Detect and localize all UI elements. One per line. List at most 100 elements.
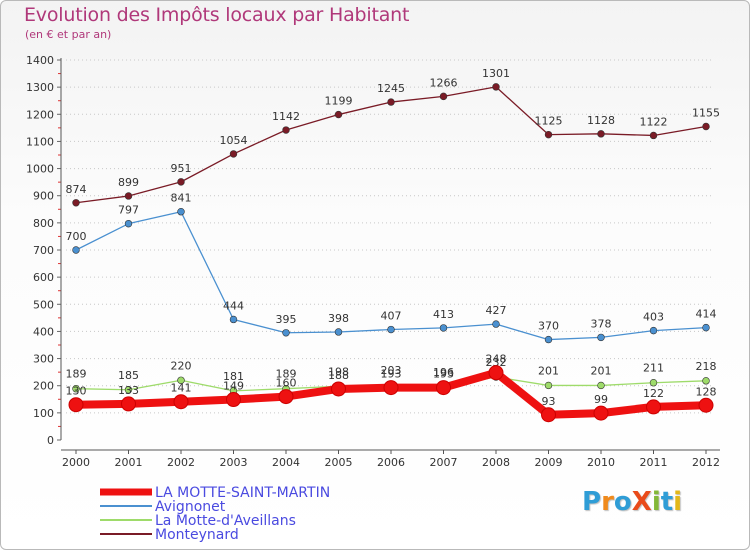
data-label: 188 [328, 369, 349, 382]
data-label: 951 [171, 162, 192, 175]
y-tick-label: 1400 [26, 54, 54, 67]
data-label: 444 [223, 299, 244, 312]
data-point [387, 98, 395, 106]
data-label: 1054 [220, 134, 248, 147]
logo-letter: t [660, 487, 674, 517]
data-point [383, 380, 399, 396]
y-tick-label: 700 [33, 244, 54, 257]
data-point [649, 326, 658, 335]
data-point [334, 110, 343, 119]
x-tick-label: 2004 [272, 456, 300, 469]
data-label: 899 [118, 176, 139, 189]
logo-letter: i [673, 487, 683, 517]
data-point [593, 405, 609, 421]
data-label: 220 [171, 359, 192, 372]
x-tick-label: 2007 [430, 456, 458, 469]
data-label: 193 [381, 368, 402, 381]
x-tick-label: 2000 [62, 456, 90, 469]
data-label: 1266 [430, 76, 458, 89]
data-label: 370 [538, 320, 559, 333]
y-tick-label: 200 [33, 380, 54, 393]
data-point [229, 315, 238, 324]
data-point [597, 333, 605, 342]
data-label: 407 [381, 310, 402, 323]
data-point [646, 399, 661, 415]
data-point [387, 325, 395, 334]
x-tick-label: 2008 [482, 456, 510, 469]
x-tick-label: 2006 [377, 456, 405, 469]
chart-subtitle: (en € et par an) [25, 28, 112, 41]
data-label: 378 [591, 317, 612, 330]
data-label: 413 [433, 308, 454, 321]
data-label: 189 [276, 368, 297, 381]
logo-letter: r [601, 487, 614, 517]
data-label: 1155 [692, 107, 720, 120]
data-label: 1142 [272, 110, 300, 123]
data-label: 198 [328, 365, 349, 378]
y-tick-label: 300 [33, 353, 54, 366]
data-label: 133 [118, 384, 139, 397]
data-point [597, 130, 605, 138]
data-label: 1122 [640, 115, 668, 128]
data-label: 196 [433, 366, 454, 379]
data-point [334, 328, 343, 336]
data-label: 403 [643, 311, 664, 324]
data-label: 414 [696, 308, 717, 321]
data-label: 203 [381, 364, 402, 377]
data-label: 1301 [482, 67, 510, 80]
data-point [278, 389, 294, 405]
y-tick-label: 800 [33, 217, 54, 230]
data-point [544, 381, 553, 390]
logo-letter: o [613, 487, 632, 517]
y-tick-label: 400 [33, 325, 54, 338]
data-label: 398 [328, 312, 349, 325]
data-label: 149 [223, 380, 244, 393]
data-point [124, 219, 133, 228]
data-point [544, 335, 553, 344]
data-point [68, 397, 84, 413]
x-tick-label: 2010 [587, 456, 615, 469]
data-label: 395 [276, 313, 297, 326]
data-point [702, 323, 710, 332]
data-label: 1128 [587, 114, 615, 127]
data-label: 232 [486, 356, 507, 369]
data-point [541, 407, 556, 423]
data-point [439, 324, 448, 332]
data-point [649, 379, 658, 387]
data-point [282, 126, 290, 134]
data-label: 185 [118, 369, 139, 382]
y-tick-label: 1200 [26, 108, 54, 121]
data-label: 1199 [325, 95, 353, 108]
data-label: 160 [276, 377, 297, 390]
x-tick-label: 2005 [325, 456, 353, 469]
chart-title: Evolution des Impôts locaux par Habitant [24, 4, 410, 26]
data-point [229, 150, 238, 158]
logo-letter: P [582, 487, 602, 517]
y-tick-label: 1300 [26, 81, 54, 94]
data-point [492, 320, 500, 328]
x-tick-label: 2003 [220, 456, 248, 469]
data-point [436, 380, 451, 396]
data-point [488, 365, 504, 381]
x-tick-label: 2002 [167, 456, 195, 469]
data-label: 874 [66, 183, 87, 196]
data-label: 1245 [377, 82, 405, 95]
y-tick-label: 1000 [26, 163, 54, 176]
data-label: 201 [591, 364, 612, 377]
legend-label: LA MOTTE-SAINT-MARTIN [155, 485, 330, 501]
legend-label: Monteynard [155, 527, 239, 543]
y-tick-label: 0 [47, 434, 54, 447]
data-point [282, 329, 290, 337]
legend-label: La Motte-d'Aveillans [155, 513, 296, 529]
data-label: 1125 [535, 115, 563, 128]
data-point [698, 397, 714, 413]
data-point [177, 376, 185, 384]
data-label: 841 [171, 192, 192, 205]
data-point [439, 92, 448, 101]
data-label: 93 [542, 395, 556, 408]
data-point [544, 130, 553, 139]
data-label: 128 [696, 385, 717, 398]
data-label: 797 [118, 204, 139, 217]
